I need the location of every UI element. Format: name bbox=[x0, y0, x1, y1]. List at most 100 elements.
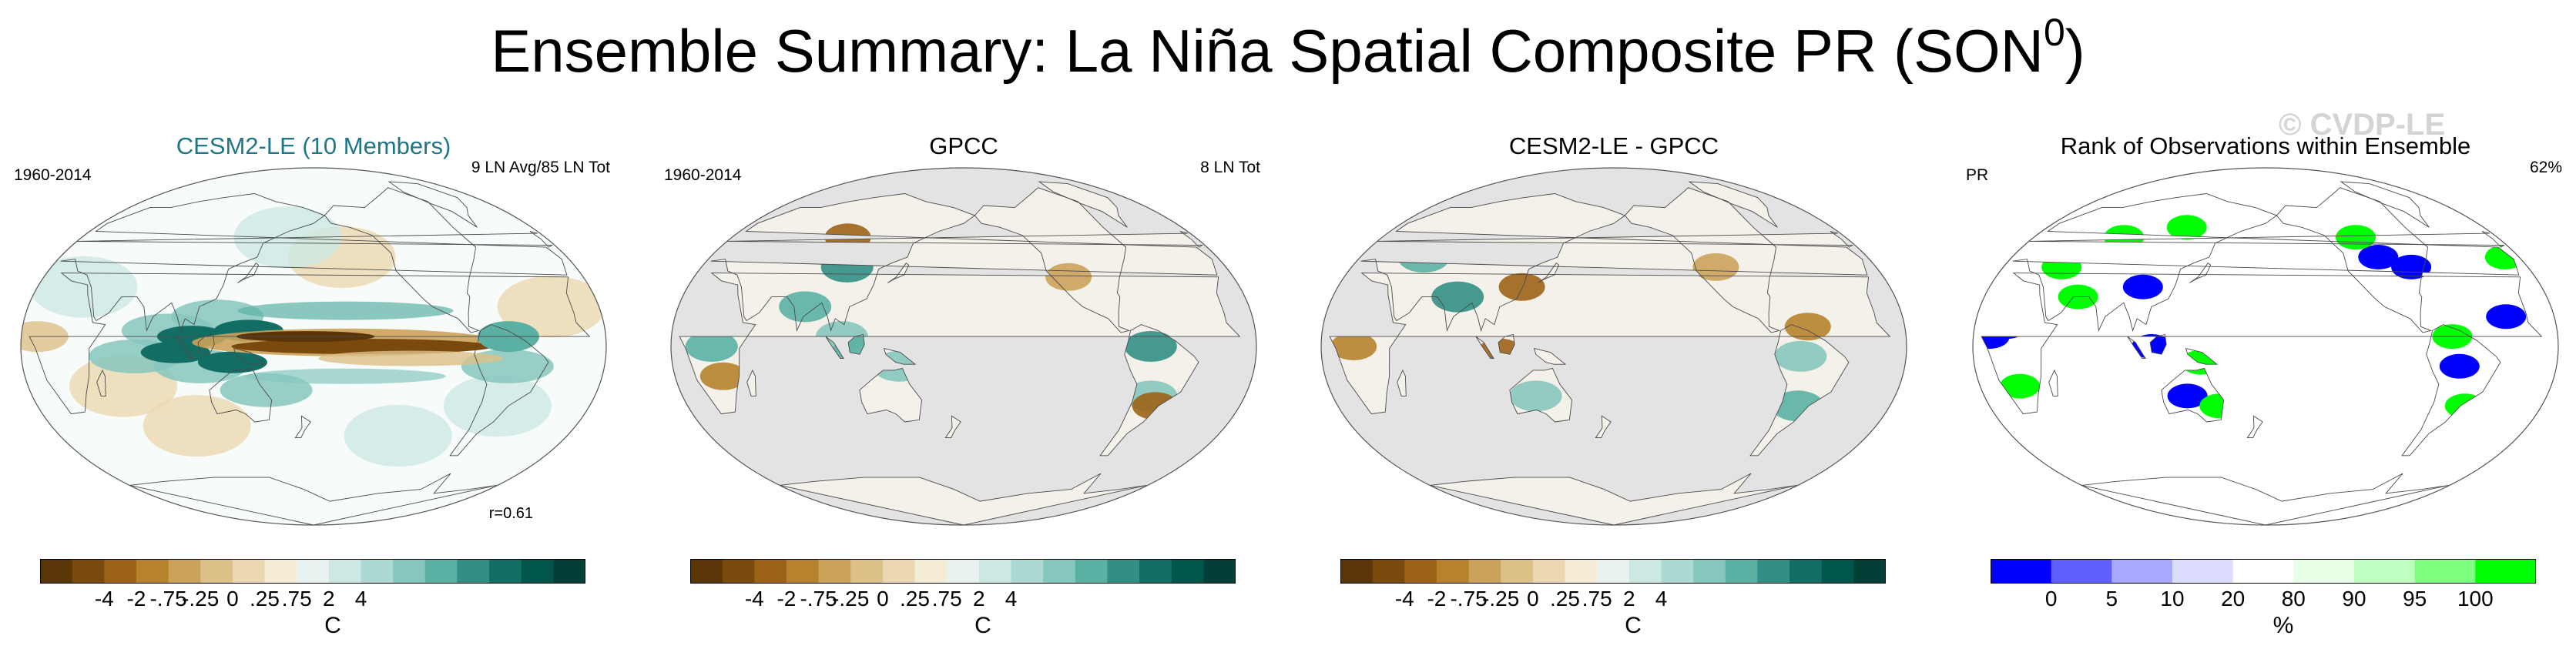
colorbar-tick-label: .25 bbox=[900, 587, 930, 610]
colorbar-tick-label: 100 bbox=[2457, 587, 2494, 610]
colorbar-segment bbox=[232, 559, 266, 584]
colorbar-tick-label: 4 bbox=[1005, 587, 1018, 610]
coastlines bbox=[679, 181, 1241, 526]
colorbar-segment bbox=[2172, 559, 2234, 584]
colorbar-segment bbox=[754, 559, 787, 584]
colorbar-segment bbox=[2354, 559, 2416, 584]
variable-label: PR bbox=[1966, 166, 1989, 184]
panel-observed-composite: GPCC 1960-2014 8 LN Tot bbox=[659, 131, 1268, 547]
colorbar-segment bbox=[978, 559, 1011, 584]
colorbar-segment bbox=[1565, 559, 1598, 584]
colorbar-segment bbox=[1203, 559, 1236, 584]
colorbar-segment bbox=[200, 559, 233, 584]
panel-title: GPCC bbox=[929, 132, 998, 159]
colorbar-segment bbox=[1340, 559, 1374, 584]
colorbar-segment bbox=[1725, 559, 1758, 584]
colorbar-tick-label: .75 bbox=[281, 587, 312, 610]
colorbar-segment bbox=[553, 559, 585, 584]
colorbar-segment bbox=[1501, 559, 1534, 584]
panel-difference: CESM2-LE - GPCC bbox=[1310, 131, 1918, 547]
colorbar-segment bbox=[1404, 559, 1437, 584]
colorbar-segment bbox=[1468, 559, 1501, 584]
period-label: 1960-2014 bbox=[14, 166, 92, 184]
colorbar-segment bbox=[1532, 559, 1566, 584]
colorbar-segment bbox=[393, 559, 426, 584]
colorbar-segment bbox=[1597, 559, 1630, 584]
colorbar-tick-label: .25 bbox=[1550, 587, 1580, 610]
watermark: © CVDP-LE bbox=[2279, 108, 2446, 142]
colorbar-segment bbox=[361, 559, 394, 584]
colorbar-segment bbox=[1075, 559, 1108, 584]
colorbar-ticks: -4 -2 -.75 -.25 0 .25.75 2 4 bbox=[690, 587, 1276, 617]
colorbar-tick-label: 2 bbox=[323, 587, 335, 610]
period-label: 1960-2014 bbox=[664, 166, 742, 184]
colorbar-tick-label: 2 bbox=[973, 587, 985, 610]
colorbar-ticks: -4 -2 -.75 -.25 0 .25.75 2 4 bbox=[1340, 587, 1926, 617]
colorbar-segment bbox=[168, 559, 201, 584]
colorbar-scale bbox=[690, 559, 1236, 584]
panel-title: Rank of Observations within Ensemble bbox=[2060, 132, 2471, 159]
colorbar-tick-label: 0 bbox=[2044, 587, 2058, 610]
colorbar-segment bbox=[1853, 559, 1886, 584]
colorbar-segment bbox=[136, 559, 169, 584]
colorbar-tick-label: -2 bbox=[126, 587, 146, 610]
colorbar: -4 -2 -.75 -.25 0 .25.75 2 4 C bbox=[690, 559, 1276, 644]
colorbar-tick-label: 90 bbox=[2342, 587, 2366, 610]
world-map bbox=[1972, 167, 2559, 526]
colorbar-segment bbox=[1757, 559, 1790, 584]
colorbar-tick-label: 4 bbox=[1655, 587, 1668, 610]
colorbar-tick-label: .75 bbox=[931, 587, 962, 610]
event-count-label: 9 LN Avg/85 LN Tot bbox=[471, 159, 610, 176]
colorbar-segment bbox=[1436, 559, 1470, 584]
colorbar-tick-label: -.75 bbox=[1450, 587, 1488, 610]
colorbar-unit: C bbox=[1625, 613, 1642, 638]
colorbar-segment bbox=[947, 559, 980, 584]
coastlines bbox=[1329, 181, 1891, 526]
colorbar: 0 5 10 20 80 90 95 100 % bbox=[1991, 559, 2576, 644]
world-map bbox=[670, 167, 1257, 526]
colorbar-segment bbox=[1139, 559, 1172, 584]
colorbar-tick-label: 0 bbox=[1527, 587, 1539, 610]
colorbar-tick-label: 0 bbox=[877, 587, 889, 610]
colorbar-segment bbox=[1171, 559, 1204, 584]
colorbar-segment bbox=[264, 559, 297, 584]
colorbar-tick-label: .75 bbox=[1581, 587, 1612, 610]
panel-title: CESM2-LE (10 Members) bbox=[176, 132, 451, 159]
colorbar-segment bbox=[914, 559, 948, 584]
colorbar-segment bbox=[72, 559, 105, 584]
colorbar-tick-label: -2 bbox=[1427, 587, 1447, 610]
colorbar-segment bbox=[2475, 559, 2536, 584]
colorbar-ticks: -4 -2 -.75 -.25 0 .25.75 2 4 bbox=[40, 587, 626, 617]
colorbar-segment bbox=[1789, 559, 1823, 584]
colorbar-segment bbox=[297, 559, 330, 584]
colorbar-tick-label: -.25 bbox=[182, 587, 220, 610]
coastlines bbox=[29, 181, 591, 526]
coastlines bbox=[1981, 181, 2543, 526]
colorbar-tick-label: -2 bbox=[776, 587, 797, 610]
colorbar-segment bbox=[818, 559, 851, 584]
colorbar-segment bbox=[1661, 559, 1694, 584]
colorbar-ticks: 0 5 10 20 80 90 95 100 bbox=[1991, 587, 2576, 617]
colorbar-scale bbox=[1991, 559, 2536, 584]
colorbar-segment bbox=[850, 559, 884, 584]
colorbar-segment bbox=[882, 559, 916, 584]
colorbar-segment bbox=[1693, 559, 1726, 584]
map-border bbox=[1320, 167, 1907, 526]
colorbar-segment bbox=[1991, 559, 2052, 584]
colorbar-segment bbox=[1372, 559, 1405, 584]
colorbar-segment bbox=[1043, 559, 1076, 584]
world-map bbox=[20, 167, 607, 526]
colorbar-segment bbox=[1011, 559, 1044, 584]
precip-field bbox=[21, 206, 605, 467]
colorbar-tick-label: -4 bbox=[744, 587, 764, 610]
colorbar-tick-label: 20 bbox=[2221, 587, 2246, 610]
colorbar-tick-label: 5 bbox=[2105, 587, 2118, 610]
colorbar-segment bbox=[1628, 559, 1662, 584]
colorbar-tick-label: -.75 bbox=[149, 587, 187, 610]
colorbar-segment bbox=[1821, 559, 1854, 584]
map-border bbox=[1972, 167, 2559, 526]
colorbar-tick-label: 0 bbox=[226, 587, 239, 610]
colorbar-segment bbox=[104, 559, 137, 584]
colorbar-tick-label: 80 bbox=[2281, 587, 2306, 610]
colorbar-tick-label: .25 bbox=[250, 587, 280, 610]
